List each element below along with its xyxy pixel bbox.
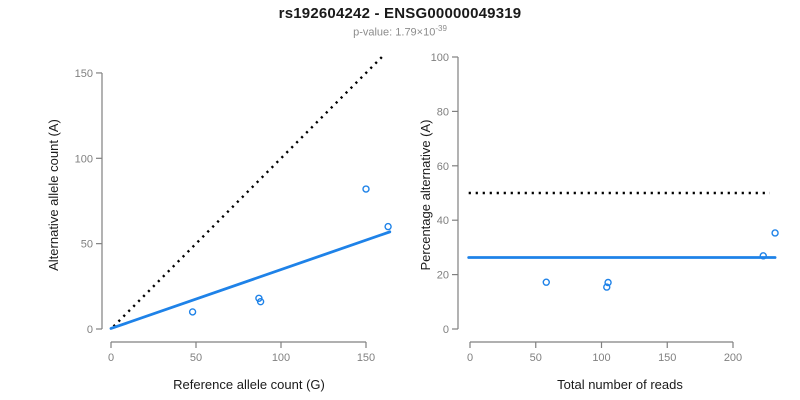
p-value-exponent: -39 [435, 24, 447, 33]
left-yaxis-title: Alternative allele count (A) [46, 119, 61, 271]
y-tick-label: 100 [431, 52, 449, 64]
x-tick-label: 200 [724, 352, 742, 364]
p-value-text: p-value: 1.79×10 [353, 26, 436, 39]
figure-subtitle: p-value: 1.79×10-39 [0, 24, 800, 39]
x-tick-label: 0 [467, 352, 473, 364]
data-point [542, 278, 550, 286]
x-tick-label: 150 [658, 352, 676, 364]
y-tick-label: 0 [87, 324, 93, 336]
data-point [759, 252, 767, 260]
x-tick-label: 100 [592, 352, 610, 364]
data-point [771, 229, 779, 237]
data-point [256, 297, 265, 306]
x-tick-label: 50 [530, 352, 542, 364]
y-tick-label: 40 [437, 215, 449, 227]
data-point [362, 185, 370, 193]
fit-line [109, 230, 392, 330]
left-xaxis-title: Reference allele count (G) [173, 377, 325, 392]
y-tick-label: 80 [437, 106, 449, 118]
identity-line [112, 54, 385, 328]
y-tick-label: 150 [75, 68, 93, 80]
y-tick-label: 20 [437, 270, 449, 282]
data-point [188, 308, 197, 316]
data-point [604, 278, 612, 287]
left-scatter-plot: 0 50 100 150 0 50 100 150 [75, 54, 392, 364]
x-tick-label: 50 [190, 352, 202, 364]
figure-title: rs192604242 - ENSG00000049319 [278, 5, 522, 22]
right-xaxis-title: Total number of reads [557, 377, 683, 392]
right-scatter-plot: 0 50 100 150 200 0 20 40 60 80 100 [431, 52, 779, 364]
x-tick-label: 0 [108, 352, 114, 364]
data-point [384, 222, 392, 231]
y-tick-label: 0 [443, 324, 449, 336]
x-tick-label: 150 [357, 352, 375, 364]
x-tick-label: 100 [272, 352, 290, 364]
y-tick-label: 60 [437, 161, 449, 173]
right-yaxis-title: Percentage alternative (A) [418, 119, 433, 270]
y-tick-label: 100 [75, 153, 93, 165]
y-tick-label: 50 [81, 239, 93, 251]
data-point [603, 283, 611, 291]
